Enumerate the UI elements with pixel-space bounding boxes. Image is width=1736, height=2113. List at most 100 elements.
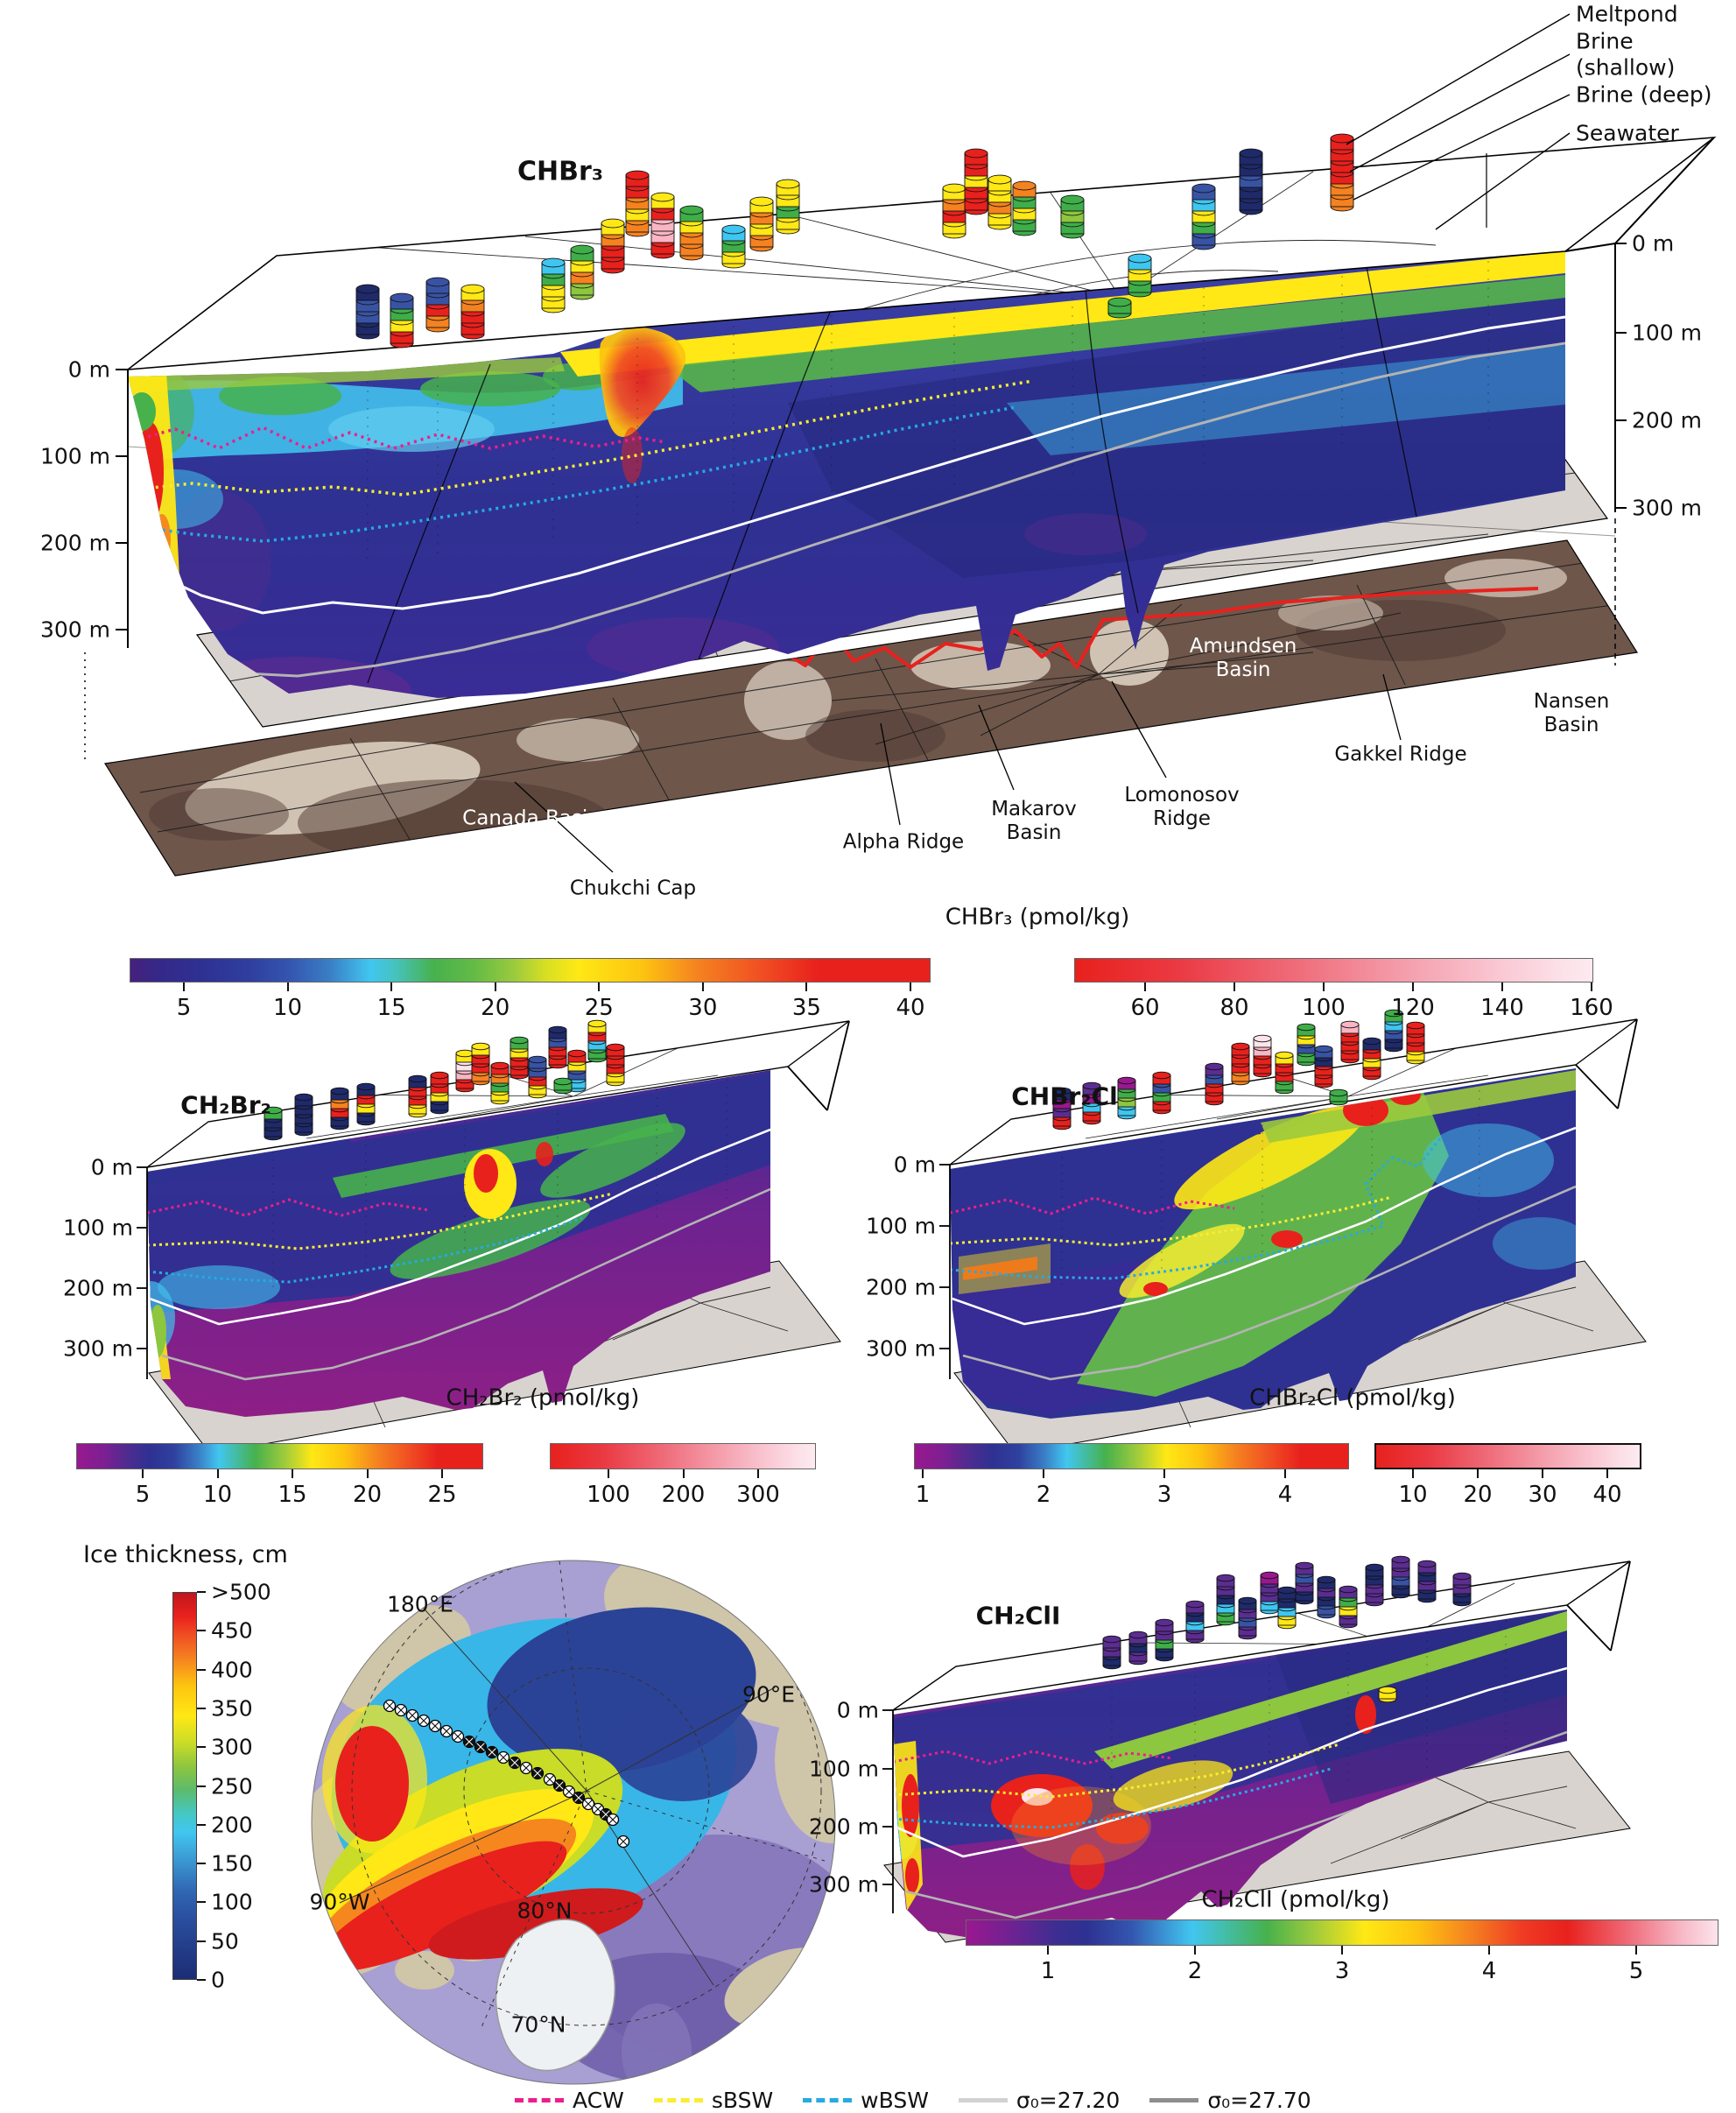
- ice-thickness-title: Ice thickness, cm: [83, 1541, 288, 1569]
- cylinder-stack: [1417, 1560, 1437, 1603]
- ice-tick: [197, 1591, 206, 1593]
- colorbar-tick-label: 200: [661, 1482, 706, 1508]
- chbr3-depth-200: 200 m: [39, 530, 110, 556]
- chbr2cl-depth-200: 200 m: [865, 1274, 936, 1300]
- colorbar-tick-label: 2: [1187, 1958, 1203, 1984]
- colorbar-tick: [1042, 1469, 1044, 1478]
- cylinder-stack: [408, 1074, 427, 1118]
- cylinder-stack: [1185, 1600, 1205, 1644]
- chbr3-colorbar-extended: [1074, 958, 1593, 983]
- colorbar-tick-label: 30: [688, 995, 718, 1021]
- cylinder-stack: [1128, 253, 1152, 298]
- cylinder-stack: [1391, 1555, 1410, 1599]
- colorbar-tick-label: 80: [1219, 995, 1249, 1021]
- callout-meltpond: Meltpond: [1576, 1, 1678, 27]
- colorbar-tick: [1047, 1946, 1049, 1955]
- colorbar-tick: [441, 1469, 443, 1478]
- chbr3-depth-300: 300 m: [39, 616, 110, 643]
- ice-thickness-map: [311, 1560, 836, 2085]
- colorbar-tick-label: 5: [176, 995, 192, 1021]
- colorbar-tick: [286, 983, 289, 991]
- station-marker: [508, 1756, 522, 1770]
- section-graticule: [367, 262, 1419, 698]
- cylinder-stack: [625, 170, 650, 237]
- cylinder-stack: [430, 1071, 449, 1115]
- cylinder-stack: [1152, 1071, 1171, 1115]
- colorbar-tick: [757, 1469, 759, 1478]
- ice-tick: [197, 1668, 206, 1671]
- label-alpha-ridge: Alpha Ridge: [842, 830, 965, 854]
- colorbar-tick-label: 60: [1130, 995, 1160, 1021]
- colorbar-tick: [922, 1469, 924, 1478]
- bathy-pole-fan: [831, 603, 1402, 745]
- geo-leader-lines: [514, 673, 1402, 873]
- sbsw-boundary: [128, 379, 1034, 497]
- cylinder-stack: [510, 1036, 529, 1080]
- legend-item: σ₀=27.70: [1149, 2088, 1311, 2113]
- colorbar-tick-label: 4: [1481, 1958, 1497, 1984]
- ch2br2-depth-300: 300 m: [62, 1335, 133, 1362]
- label-nansen-basin: Nansen Basin: [1533, 689, 1610, 736]
- colorbar-tick: [701, 983, 704, 991]
- ch2br2-depth-200: 200 m: [62, 1275, 133, 1301]
- ice-tick-label: 300: [211, 1734, 253, 1760]
- isopycnal-27-70: [152, 342, 1565, 678]
- station-marker: [543, 1772, 557, 1786]
- colorbar-tick-label: 30: [1528, 1482, 1557, 1508]
- ch2br2-title: CH₂Br₂: [180, 1090, 271, 1120]
- colorbar-tick: [910, 983, 911, 991]
- colorbar-tick-label: 40: [896, 995, 925, 1021]
- cylinder-stack: [1317, 1575, 1336, 1619]
- water-mass-legend: ACW sBSW wBSW σ₀=27.20 σ₀=27.70: [515, 2088, 1311, 2113]
- colorbar-tick: [1341, 1946, 1343, 1955]
- colorbar-tick: [1412, 983, 1414, 991]
- callout-seawater: Seawater: [1576, 120, 1679, 146]
- ch2br2-depth-100: 100 m: [62, 1215, 133, 1241]
- cylinder-stack: [1260, 1571, 1279, 1615]
- cylinder-stack: [1102, 1635, 1121, 1670]
- legend-label: σ₀=27.70: [1207, 2088, 1311, 2113]
- ch2cli-depth-200: 200 m: [808, 1814, 879, 1840]
- label-amundsen-basin: Amundsen Basin: [1189, 634, 1297, 681]
- colorbar-tick-label: 3: [1334, 1958, 1350, 1984]
- colorbar-tick: [805, 983, 808, 991]
- cylinder-stack: [964, 148, 988, 215]
- ice-tick: [197, 1785, 206, 1787]
- legend-item: wBSW: [803, 2088, 929, 2113]
- ch2cli-depth-100: 100 m: [808, 1756, 879, 1782]
- ch2cli-title: CH₂ClI: [975, 1601, 1061, 1631]
- ice-tick-label: 200: [211, 1812, 253, 1838]
- map-label-90e: 90°E: [741, 1681, 796, 1708]
- cylinder-stack: [1239, 148, 1263, 215]
- station-marker: [439, 1724, 453, 1738]
- station-marker: [616, 1835, 630, 1849]
- chbr3-cylinders: [355, 133, 1354, 349]
- cylinder-stack: [567, 1049, 587, 1093]
- cylinder-stack: [1314, 1045, 1333, 1088]
- cylinder-stack: [1238, 1596, 1257, 1640]
- colorbar-tick-label: 40: [1592, 1482, 1622, 1508]
- wbsw-boundary: [128, 405, 1016, 543]
- colorbar-tick: [292, 1469, 293, 1478]
- cylinder-stack: [987, 174, 1012, 230]
- legend-label: sBSW: [711, 2088, 774, 2113]
- cylinder-stack: [1231, 1042, 1250, 1086]
- cylinder-stack: [1012, 180, 1037, 236]
- cylinder-stack: [1128, 1631, 1148, 1666]
- colorbar-tick-label: 100: [587, 1482, 630, 1508]
- station-marker: [496, 1750, 510, 1764]
- colorbar-tick-label: 3: [1156, 1482, 1172, 1508]
- cylinder-stack: [460, 284, 485, 340]
- chbr2cl-title: CHBr₂Cl: [1011, 1081, 1118, 1111]
- map-label-180e: 180°E: [386, 1591, 454, 1617]
- ice-tick: [197, 1863, 206, 1865]
- legend-item: ACW: [515, 2088, 624, 2113]
- colorbar-tick: [390, 983, 393, 991]
- colorbar-tick: [682, 1469, 685, 1478]
- chbr3-depth-r200: 200 m: [1632, 407, 1703, 433]
- colorbar-tick-label: 35: [791, 995, 821, 1021]
- cylinder-stack: [1340, 1020, 1360, 1064]
- station-marker: [417, 1714, 431, 1728]
- colorbar-tick-label: 1: [915, 1482, 931, 1508]
